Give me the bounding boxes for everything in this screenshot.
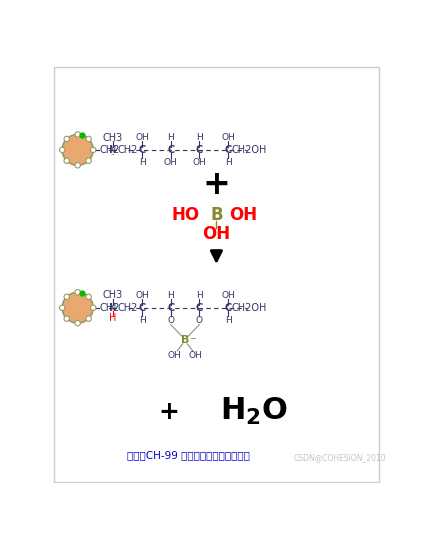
Circle shape — [60, 305, 65, 311]
Text: CH2OH: CH2OH — [231, 302, 266, 313]
Text: H: H — [196, 133, 203, 142]
Text: OH: OH — [202, 225, 231, 243]
Text: CH2: CH2 — [99, 302, 120, 313]
Text: OH: OH — [164, 157, 178, 167]
Text: H: H — [139, 157, 146, 167]
Text: CH2: CH2 — [117, 302, 137, 313]
Text: OH: OH — [230, 206, 258, 224]
Text: CSDN@COHESION_2010: CSDN@COHESION_2010 — [293, 453, 386, 462]
Circle shape — [60, 147, 65, 153]
Text: N: N — [109, 145, 116, 155]
Text: −: − — [189, 334, 196, 343]
Circle shape — [64, 158, 69, 163]
Text: OH: OH — [189, 351, 203, 360]
Text: C: C — [224, 302, 232, 313]
Text: OH: OH — [221, 133, 235, 142]
Text: OH: OH — [135, 133, 149, 142]
Text: 图示：CH-99 除硷树脂功能原理结构图: 图示：CH-99 除硷树脂功能原理结构图 — [127, 450, 250, 460]
Text: O: O — [167, 315, 174, 325]
Text: B: B — [210, 206, 223, 224]
Text: OH: OH — [221, 291, 235, 300]
Text: OH: OH — [135, 291, 149, 300]
Text: CH2: CH2 — [117, 145, 137, 155]
Circle shape — [86, 316, 91, 321]
Text: HO: HO — [171, 206, 199, 224]
Circle shape — [91, 147, 96, 153]
Text: H: H — [139, 315, 146, 325]
Text: H: H — [168, 133, 174, 142]
Circle shape — [62, 292, 93, 323]
Circle shape — [75, 132, 80, 137]
Text: C: C — [196, 302, 203, 313]
Text: B: B — [181, 335, 189, 345]
Circle shape — [62, 135, 93, 165]
Text: C: C — [138, 302, 146, 313]
Circle shape — [75, 320, 80, 326]
Text: CH2: CH2 — [99, 145, 120, 155]
Text: C: C — [196, 145, 203, 155]
Text: O: O — [196, 315, 203, 325]
Text: $\mathregular{H_2O}$: $\mathregular{H_2O}$ — [220, 396, 288, 427]
Text: OH: OH — [167, 351, 181, 360]
Circle shape — [91, 305, 96, 311]
Circle shape — [64, 136, 69, 142]
Circle shape — [75, 289, 80, 295]
Text: OH: OH — [192, 157, 206, 167]
Text: C: C — [167, 145, 174, 155]
Circle shape — [75, 162, 80, 168]
Text: C: C — [224, 145, 232, 155]
Text: C: C — [167, 302, 174, 313]
Text: H: H — [196, 291, 203, 300]
Text: H: H — [168, 291, 174, 300]
Text: +: + — [203, 168, 231, 201]
Text: N: N — [109, 302, 116, 313]
Text: CH3: CH3 — [102, 132, 123, 143]
Text: H: H — [225, 157, 231, 167]
Text: ··: ·· — [110, 152, 115, 158]
Text: CH2OH: CH2OH — [231, 145, 266, 155]
Text: C: C — [138, 145, 146, 155]
Text: CH3: CH3 — [102, 291, 123, 300]
Circle shape — [64, 316, 69, 321]
Circle shape — [86, 136, 91, 142]
Text: H: H — [225, 315, 231, 325]
Circle shape — [86, 294, 91, 300]
Text: +: + — [159, 400, 179, 424]
Circle shape — [86, 158, 91, 163]
Circle shape — [64, 294, 69, 300]
Text: H: H — [109, 313, 116, 324]
